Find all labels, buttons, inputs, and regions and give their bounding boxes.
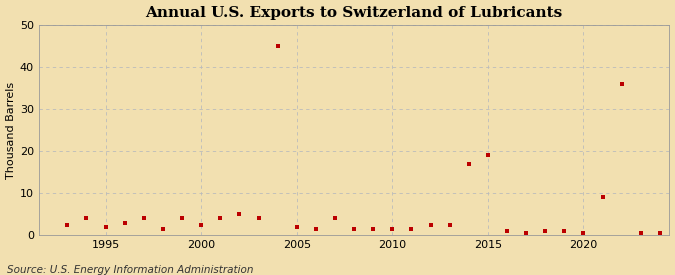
Point <box>310 227 321 231</box>
Point <box>483 153 493 158</box>
Point <box>616 82 627 86</box>
Point <box>540 229 551 233</box>
Point <box>368 227 379 231</box>
Point <box>444 222 455 227</box>
Point <box>387 227 398 231</box>
Point <box>655 231 666 235</box>
Point <box>349 227 360 231</box>
Point <box>215 216 225 221</box>
Point <box>157 227 168 231</box>
Point <box>597 195 608 200</box>
Point <box>272 44 283 48</box>
Point <box>177 216 188 221</box>
Text: Source: U.S. Energy Information Administration: Source: U.S. Energy Information Administ… <box>7 265 253 275</box>
Point <box>292 225 302 229</box>
Point <box>463 162 474 166</box>
Point <box>100 225 111 229</box>
Y-axis label: Thousand Barrels: Thousand Barrels <box>5 82 16 179</box>
Title: Annual U.S. Exports to Switzerland of Lubricants: Annual U.S. Exports to Switzerland of Lu… <box>145 6 563 20</box>
Point <box>196 222 207 227</box>
Point <box>635 231 646 235</box>
Point <box>119 221 130 225</box>
Point <box>138 216 149 221</box>
Point <box>81 216 92 221</box>
Point <box>234 212 245 216</box>
Point <box>520 231 531 235</box>
Point <box>559 229 570 233</box>
Point <box>502 229 512 233</box>
Point <box>253 216 264 221</box>
Point <box>62 222 73 227</box>
Point <box>578 231 589 235</box>
Point <box>406 227 417 231</box>
Point <box>425 222 436 227</box>
Point <box>329 216 340 221</box>
